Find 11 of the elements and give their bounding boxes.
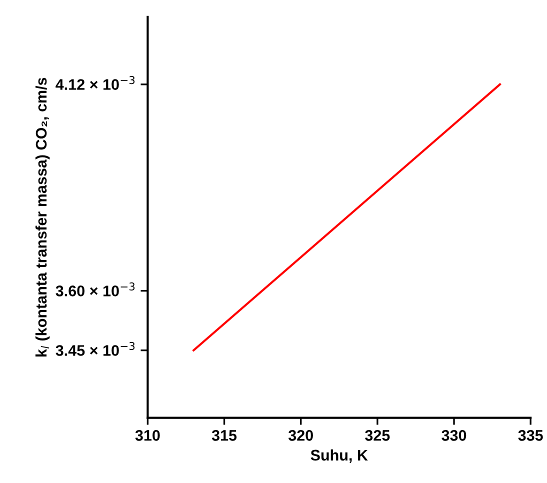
- x-tick-label: 330: [442, 430, 466, 441]
- x-tick-label: 310: [135, 430, 160, 441]
- x-tick-label: 335: [518, 430, 543, 441]
- x-tick-label: 315: [212, 430, 237, 441]
- x-tick-label: 325: [365, 430, 390, 441]
- x-axis-title: Suhu, K: [310, 449, 368, 463]
- y-tick-label: 4.12 × 10$^{−3}$: [56, 76, 135, 90]
- x-tick-label: 320: [288, 430, 313, 441]
- y-axis-title: k$_{l}$ (kontanta transfer massa) CO₂, cm/s: [35, 78, 50, 356]
- y-tick-label: 3.45 × 10$^{−3}$: [56, 342, 135, 356]
- y-tick-label: 3.60 × 10$^{−3}$: [56, 282, 135, 296]
